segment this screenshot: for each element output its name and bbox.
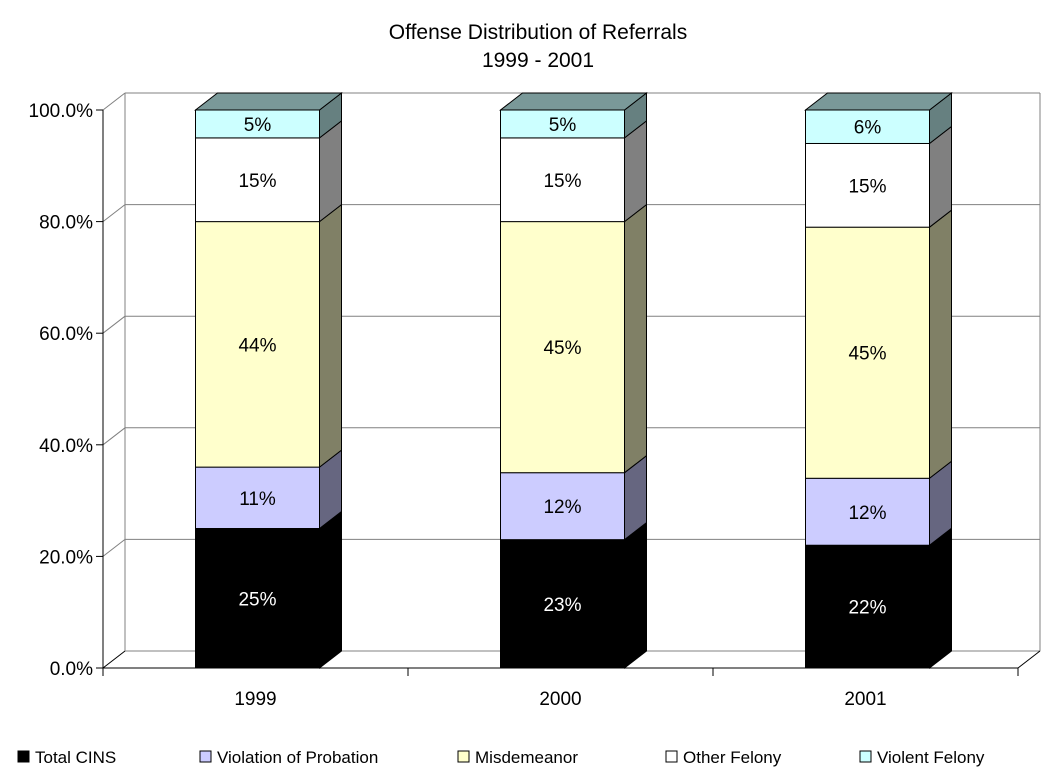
bar-segment-top bbox=[194, 92, 343, 111]
bar-segment-side bbox=[624, 203, 647, 474]
data-label: 15% bbox=[543, 171, 581, 192]
bar-segment-front bbox=[195, 221, 320, 468]
legend-swatch bbox=[665, 750, 678, 763]
legend-swatch bbox=[457, 750, 470, 763]
bar-segment: 25% bbox=[195, 510, 342, 670]
y-tick-label: 60.0% bbox=[39, 324, 93, 345]
bar-segment-front bbox=[500, 137, 625, 223]
bar-segment-front bbox=[805, 477, 930, 546]
legend-swatch bbox=[17, 750, 30, 763]
bar-segment-front bbox=[195, 466, 320, 529]
bar-segment-side bbox=[624, 521, 647, 670]
y-tick-label: 80.0% bbox=[39, 213, 93, 234]
legend-item: Other Felony bbox=[665, 748, 782, 767]
bar-segment-front bbox=[805, 226, 930, 479]
side-wall-gridline bbox=[102, 204, 126, 222]
legend-item: Misdemeanor bbox=[457, 748, 578, 767]
side-wall-gridline bbox=[102, 315, 126, 334]
data-label: 23% bbox=[543, 595, 581, 616]
legend-swatch bbox=[199, 750, 212, 763]
bar-segment: 15% bbox=[195, 119, 342, 223]
legend: Total CINS Violation of Probation Misdemea… bbox=[17, 748, 985, 767]
y-tick-label: 0.0% bbox=[50, 659, 93, 680]
bar-segment: 11% bbox=[195, 449, 342, 530]
floor-left-edge bbox=[102, 650, 126, 669]
bar-segment-front bbox=[805, 544, 930, 669]
data-label: 11% bbox=[239, 489, 276, 510]
bar-segment-side bbox=[929, 209, 952, 480]
y-tick-label: 40.0% bbox=[39, 436, 93, 457]
bar-segment-front bbox=[195, 109, 320, 139]
bar-segment: 12% bbox=[805, 460, 952, 547]
data-label: 15% bbox=[238, 171, 276, 192]
bar-segment-top bbox=[804, 92, 953, 111]
chart-title-line-2: 1999 - 2001 bbox=[482, 49, 594, 72]
bar-segment-side bbox=[929, 125, 952, 229]
legend-label: Violent Felony bbox=[877, 748, 985, 767]
data-label: 45% bbox=[543, 338, 581, 359]
legend-item: Violent Felony bbox=[859, 748, 985, 767]
data-label: 12% bbox=[848, 503, 886, 524]
legend-label: Misdemeanor bbox=[475, 748, 578, 767]
bar-segment-front bbox=[500, 472, 625, 541]
bars: 25% 11% 44% 15% 5% 23% 12% 45% 15% 5% 22% 12% 45% 15%… bbox=[194, 91, 953, 670]
side-wall-gridline bbox=[102, 92, 126, 111]
bar-segment: 15% bbox=[500, 119, 647, 223]
legend-label: Other Felony bbox=[683, 748, 782, 767]
chart-title-line-1: Offense Distribution of Referrals bbox=[389, 21, 687, 44]
bar-segment-side bbox=[929, 527, 952, 670]
bar-segment-front bbox=[500, 539, 625, 669]
bar-segment: 45% bbox=[805, 209, 952, 480]
data-label: 22% bbox=[848, 598, 886, 619]
x-tick-label: 2000 bbox=[539, 689, 581, 710]
legend-label: Total CINS bbox=[35, 748, 116, 767]
bar-segment-front bbox=[195, 137, 320, 223]
bar-segment-side bbox=[624, 119, 647, 223]
bar-segment: 6% bbox=[804, 91, 953, 145]
bar-segment: 45% bbox=[500, 203, 647, 474]
data-label: 25% bbox=[238, 589, 276, 610]
bar-segment: 5% bbox=[499, 91, 648, 139]
bar-segment-front bbox=[500, 109, 625, 139]
bar-segment-top bbox=[499, 92, 648, 111]
side-wall-gridline bbox=[102, 539, 126, 557]
floor-right-edge bbox=[1017, 650, 1041, 669]
bar-segment: 23% bbox=[500, 521, 647, 670]
legend-item: Violation of Probation bbox=[199, 748, 378, 767]
bar-segment-front bbox=[805, 109, 930, 144]
legend-item: Total CINS bbox=[17, 748, 116, 767]
data-label: 6% bbox=[854, 118, 882, 139]
bar-segment-side bbox=[319, 203, 342, 469]
bar-segment: 12% bbox=[500, 454, 647, 541]
side-wall-gridline bbox=[102, 427, 126, 446]
x-tick-label: 1999 bbox=[234, 689, 276, 710]
data-label: 5% bbox=[549, 115, 577, 136]
y-tick-label: 100.0% bbox=[29, 101, 94, 122]
data-label: 44% bbox=[238, 335, 276, 356]
bar-segment-front bbox=[500, 221, 625, 474]
bar-segment: 5% bbox=[194, 91, 343, 139]
bar-segment: 22% bbox=[805, 527, 952, 670]
data-label: 12% bbox=[543, 497, 581, 518]
x-tick-label: 2001 bbox=[844, 689, 886, 710]
bar-segment-side bbox=[319, 119, 342, 223]
data-label: 45% bbox=[848, 344, 886, 365]
legend-swatch bbox=[859, 750, 872, 763]
bar-segment: 44% bbox=[195, 203, 342, 469]
data-label: 15% bbox=[848, 176, 886, 197]
bar-segment-side bbox=[319, 510, 342, 670]
legend-label: Violation of Probation bbox=[217, 748, 378, 767]
y-tick-label: 20.0% bbox=[39, 547, 93, 568]
data-label: 5% bbox=[244, 115, 272, 136]
